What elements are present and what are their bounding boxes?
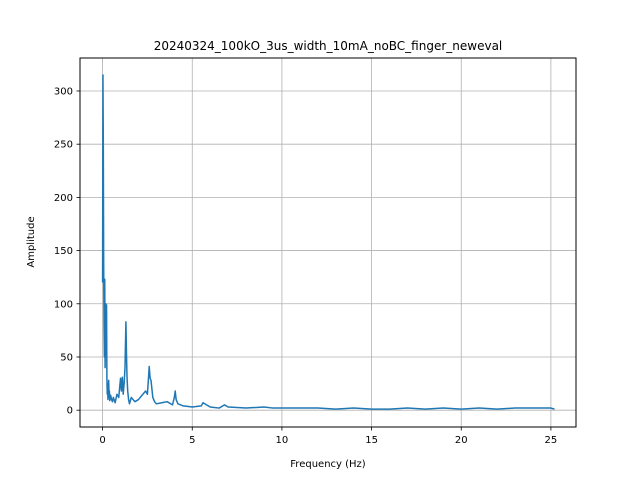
plot-area-frame bbox=[79, 57, 577, 428]
x-tick-label: 0 bbox=[99, 435, 105, 446]
chart-title: 20240324_100kO_3us_width_10mA_noBC_finge… bbox=[154, 39, 503, 53]
x-axis-label: Frequency (Hz) bbox=[290, 459, 366, 470]
x-tick-label: 5 bbox=[189, 435, 195, 446]
y-tick-label: 100 bbox=[54, 299, 73, 310]
grid-lines bbox=[80, 58, 576, 427]
y-tick-label: 0 bbox=[67, 406, 73, 417]
y-tick-label: 250 bbox=[54, 140, 73, 151]
y-tick-label: 200 bbox=[54, 193, 73, 204]
y-tick-label: 150 bbox=[54, 246, 73, 257]
series-line bbox=[101, 74, 555, 410]
series-layer bbox=[101, 74, 555, 410]
y-tick-label: 50 bbox=[60, 352, 73, 363]
x-tick-label: 15 bbox=[365, 435, 378, 446]
x-tick-label: 20 bbox=[455, 435, 468, 446]
y-axis-label: Amplitude bbox=[26, 216, 37, 267]
y-tick-label: 300 bbox=[54, 86, 73, 97]
x-tick-label: 25 bbox=[545, 435, 558, 446]
plot-area-background bbox=[80, 58, 576, 427]
x-tick-label: 10 bbox=[276, 435, 289, 446]
